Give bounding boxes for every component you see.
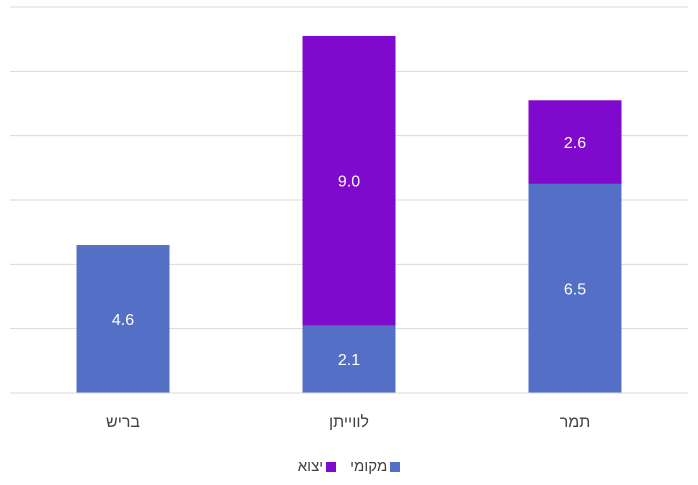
legend-swatch-series-0 [390, 461, 401, 472]
legend-label-series-1: יצוא [297, 458, 324, 475]
x-tick-labels: בריש לווייתן תמר [106, 413, 590, 431]
legend: מקומי יצוא [0, 458, 698, 475]
data-label-local-1: 2.1 [338, 352, 360, 369]
bar-local-2 [528, 183, 622, 393]
x-tick-label-0: בריש [106, 414, 140, 431]
legend-item-series-0: מקומי [350, 458, 401, 475]
data-label-local-2: 6.5 [564, 281, 586, 298]
bar-local-1 [302, 325, 396, 393]
legend-swatch-series-1 [326, 461, 337, 472]
bar-export-1 [302, 35, 396, 326]
data-label-export-1: 9.0 [338, 174, 360, 191]
bar-export-2 [528, 100, 622, 184]
data-labels: 4.6 2.1 9.0 6.5 2.6 [112, 135, 586, 369]
legend-item-series-1: יצוא [297, 458, 337, 475]
legend-label-series-0: מקומי [350, 458, 388, 475]
bar-local-0 [76, 245, 170, 393]
bars [76, 35, 622, 393]
x-tick-label-2: תמר [560, 414, 591, 431]
data-label-export-2: 2.6 [564, 135, 586, 152]
data-label-local-0: 4.6 [112, 312, 134, 329]
x-tick-label-1: לווייתן [329, 413, 369, 431]
